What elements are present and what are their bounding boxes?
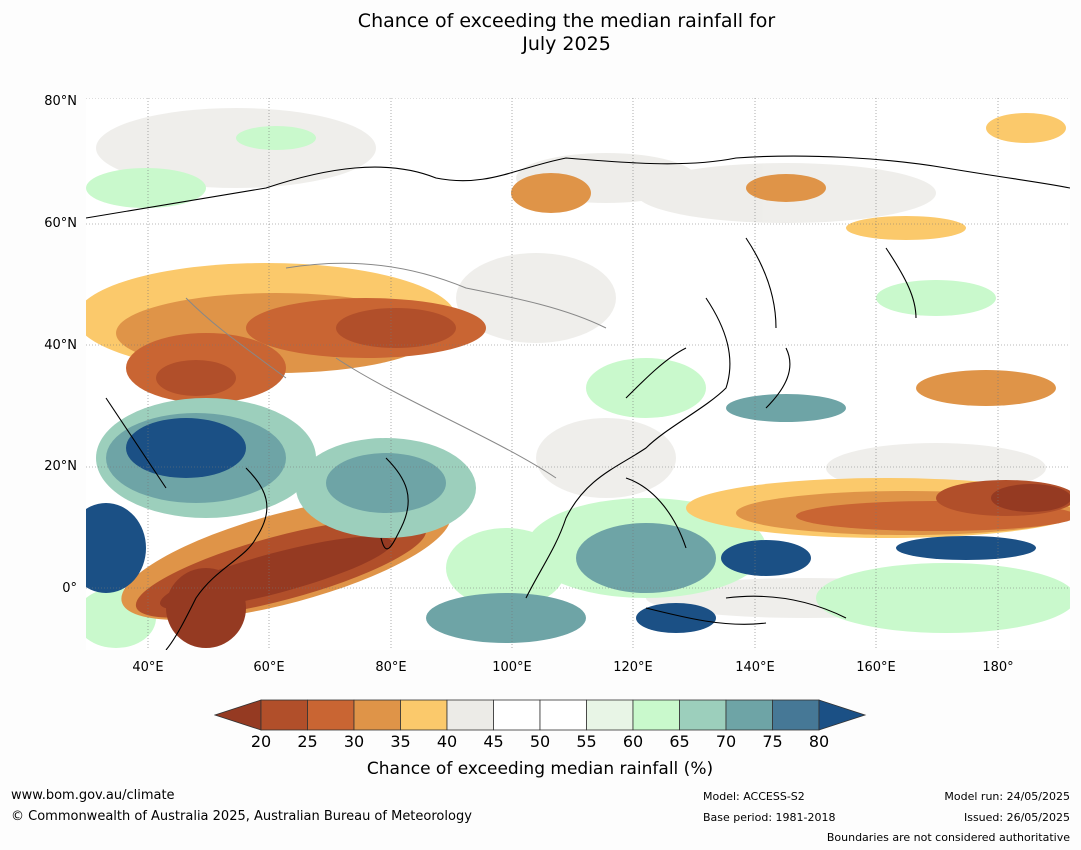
colorbar-swatch xyxy=(260,699,308,731)
lon-label-180: 180° xyxy=(982,660,1014,675)
lon-label-160e: 160°E xyxy=(856,660,896,675)
colorbar-tick-label: 65 xyxy=(669,732,690,751)
colorbar-swatch xyxy=(400,699,448,731)
base-period: Base period: 1981-2018 xyxy=(703,811,836,824)
boundary-disclaimer: Boundaries are not considered authoritat… xyxy=(826,831,1070,844)
lon-label-80e: 80°E xyxy=(375,660,407,675)
lon-label-60e: 60°E xyxy=(253,660,285,675)
colorbar-tick-label: 20 xyxy=(250,732,272,751)
title-line-1: Chance of exceeding the median rainfall … xyxy=(357,10,776,32)
issued-date: Issued: 26/05/2025 xyxy=(963,811,1070,824)
colorbar-tick-label: 30 xyxy=(343,732,365,751)
colorbar-tick-label: 25 xyxy=(297,732,318,751)
lat-label-80n: 80°N xyxy=(44,94,77,109)
lat-label-20n: 20°N xyxy=(44,459,77,474)
graticule xyxy=(86,98,1070,650)
colorbar-swatch xyxy=(493,699,541,731)
colorbar-swatch xyxy=(679,699,727,731)
colorbar-arrow-low xyxy=(214,699,262,731)
colorbar-swatch xyxy=(586,699,634,731)
colorbar-arrow-high xyxy=(818,699,867,731)
colorbar-swatch xyxy=(539,699,587,731)
colorbar-tick-label: 60 xyxy=(622,732,644,751)
map-title: Chance of exceeding the median rainfall … xyxy=(0,10,1081,56)
colorbar-tick-label: 55 xyxy=(576,732,597,751)
colorbar-tick-label: 40 xyxy=(436,732,458,751)
colorbar-swatch xyxy=(307,699,355,731)
lat-label-0: 0° xyxy=(62,581,77,596)
wet-areas xyxy=(86,394,1036,643)
lat-label-40n: 40°N xyxy=(44,338,77,353)
colorbar xyxy=(214,699,867,731)
colorbar-tick-label: 80 xyxy=(808,732,830,751)
website-url: www.bom.gov.au/climate xyxy=(11,788,175,803)
colorbar-tick-label: 70 xyxy=(715,732,737,751)
colorbar-tick-label: 35 xyxy=(390,732,411,751)
colorbar-swatch xyxy=(446,699,494,731)
colorbar-swatch xyxy=(632,699,680,731)
lon-label-140e: 140°E xyxy=(735,660,775,675)
lon-label-40e: 40°E xyxy=(132,660,164,675)
model-name: Model: ACCESS-S2 xyxy=(703,790,805,803)
colorbar-tick-label: 45 xyxy=(483,732,504,751)
colorbar-swatch xyxy=(725,699,773,731)
colorbar-tick-label: 75 xyxy=(762,732,783,751)
map-canvas xyxy=(86,98,1070,650)
colorbar-tick-label: 50 xyxy=(529,732,551,751)
lon-label-100e: 100°E xyxy=(492,660,532,675)
coastlines xyxy=(86,155,1070,650)
dry-areas xyxy=(86,113,1070,648)
title-line-2: July 2025 xyxy=(522,33,611,55)
lat-label-60n: 60°N xyxy=(44,216,77,231)
country-borders xyxy=(185,262,607,479)
model-run: Model run: 24/05/2025 xyxy=(944,790,1070,803)
colorbar-label: Chance of exceeding median rainfall (%) xyxy=(366,759,714,779)
colorbar-swatch xyxy=(353,699,401,731)
lon-label-120e: 120°E xyxy=(613,660,653,675)
copyright: © Commonwealth of Australia 2025, Austra… xyxy=(11,809,472,824)
rainfall-map xyxy=(86,98,1070,650)
colorbar-swatch xyxy=(772,699,820,731)
